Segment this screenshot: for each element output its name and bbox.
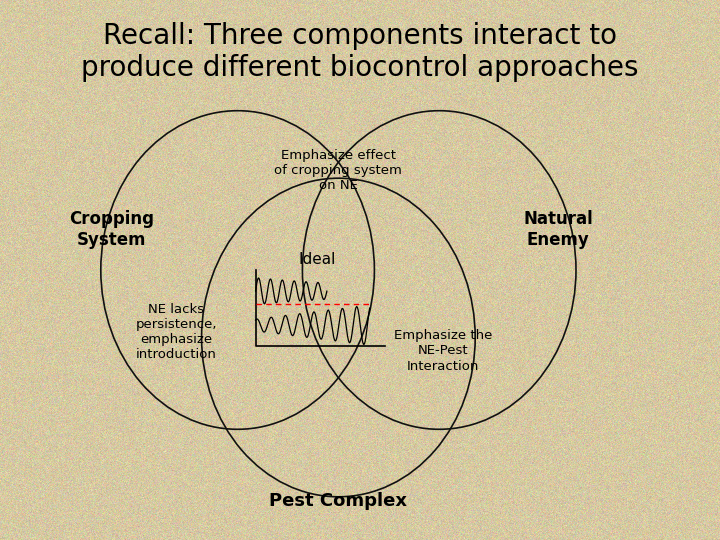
Text: Emphasize effect
of cropping system
on NE: Emphasize effect of cropping system on N… bbox=[274, 148, 402, 192]
Text: Pest Complex: Pest Complex bbox=[269, 492, 408, 510]
Text: Ideal: Ideal bbox=[299, 252, 336, 267]
Text: Natural
Enemy: Natural Enemy bbox=[523, 210, 593, 249]
Text: Recall: Three components interact to
produce different biocontrol approaches: Recall: Three components interact to pro… bbox=[81, 22, 639, 82]
Text: Emphasize the
NE-Pest
Interaction: Emphasize the NE-Pest Interaction bbox=[394, 329, 492, 373]
Text: NE lacks
persistence,
emphasize
introduction: NE lacks persistence, emphasize introduc… bbox=[135, 303, 217, 361]
Text: Cropping
System: Cropping System bbox=[69, 210, 154, 249]
